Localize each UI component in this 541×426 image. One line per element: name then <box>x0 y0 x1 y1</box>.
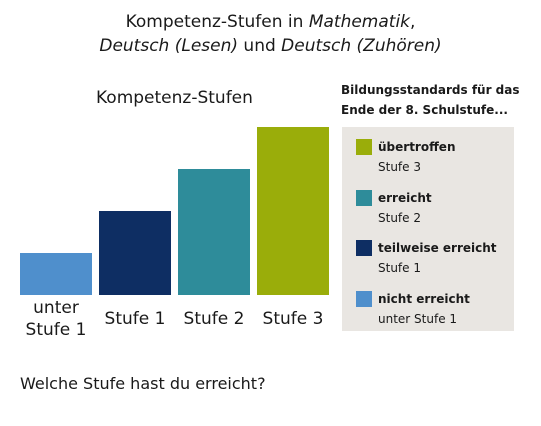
bar-1 <box>20 253 92 295</box>
legend-swatch <box>356 139 372 155</box>
legend-swatch <box>356 291 372 307</box>
title-subject-listening: Deutsch (Zuhören) <box>281 36 442 56</box>
legend-label: nicht erreicht <box>378 292 470 306</box>
title-subject-reading: Deutsch (Lesen) <box>99 36 239 56</box>
x-tick-label: Stufe 2 <box>184 309 245 329</box>
legend-heading: Bildungsstandards für das Ende der 8. Sc… <box>341 83 520 117</box>
title-line-2: Deutsch (Lesen) und Deutsch (Zuhören) <box>0 34 541 58</box>
bar-2 <box>99 211 171 295</box>
legend-label: übertroffen <box>378 140 456 154</box>
title-comma: , <box>410 12 416 32</box>
legend: übertroffen Stufe 3 erreicht Stufe 2 tei… <box>342 127 514 331</box>
legend-swatch <box>356 190 372 206</box>
x-tick-label: Stufe 1 <box>105 309 166 329</box>
bar-4 <box>257 127 329 295</box>
title-conjunction: und <box>238 36 282 56</box>
legend-sublabel: Stufe 2 <box>378 211 421 225</box>
legend-sublabel: unter Stufe 1 <box>378 312 458 326</box>
title-subject-math: Mathematik <box>308 12 411 32</box>
legend-sublabel: Stufe 1 <box>378 261 421 275</box>
bar-3 <box>178 169 250 295</box>
legend-swatch <box>356 240 372 256</box>
legend-sublabel: Stufe 3 <box>378 160 421 174</box>
x-tick-label: unter Stufe 1 <box>26 298 87 340</box>
chart-heading: Kompetenz-Stufen <box>96 88 253 108</box>
x-tick-label: Stufe 3 <box>263 309 324 329</box>
legend-label: teilweise erreicht <box>378 241 497 255</box>
chart-title: Kompetenz-Stufen in Mathematik, Deutsch … <box>0 10 541 58</box>
legend-label: erreicht <box>378 191 432 205</box>
title-text: Kompetenz-Stufen in <box>125 12 309 32</box>
title-line-1: Kompetenz-Stufen in Mathematik, <box>0 10 541 34</box>
question-text: Welche Stufe hast du erreicht? <box>20 374 266 393</box>
